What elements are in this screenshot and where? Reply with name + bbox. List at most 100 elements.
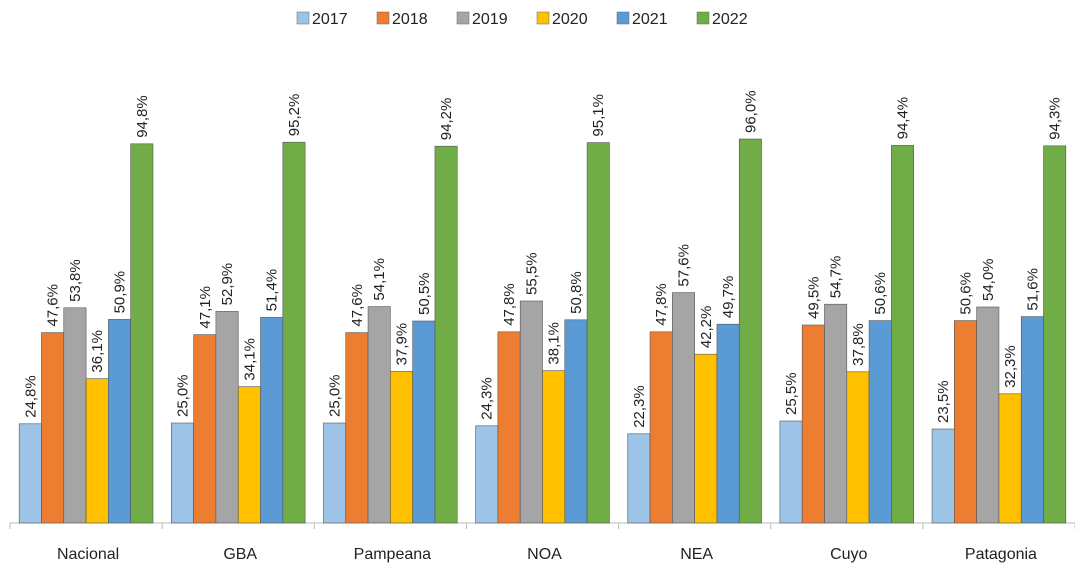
bar <box>41 332 65 524</box>
bar <box>367 306 391 524</box>
bar <box>627 433 651 524</box>
bar <box>738 138 762 524</box>
bar <box>891 145 914 524</box>
value-label: 47,6% <box>349 284 366 327</box>
value-label: 51,6% <box>1024 268 1041 311</box>
bar <box>824 303 848 524</box>
bar <box>323 422 347 524</box>
value-label: 25,0% <box>327 374 344 417</box>
value-label: 94,4% <box>895 97 912 140</box>
value-label: 38,1% <box>546 322 563 365</box>
bar <box>564 319 588 524</box>
bar <box>649 331 673 524</box>
legend-swatch <box>536 11 550 25</box>
legend-swatch <box>456 11 470 25</box>
value-label: 25,0% <box>174 374 191 417</box>
legend-swatch <box>296 11 310 25</box>
bar <box>716 323 740 524</box>
value-label: 54,0% <box>980 258 997 301</box>
legend-label: 2017 <box>312 11 348 28</box>
value-label: 57,6% <box>675 244 692 287</box>
bar <box>412 320 436 524</box>
legend-label: 2019 <box>472 11 508 28</box>
value-label: 47,8% <box>653 283 670 326</box>
legend-swatch <box>696 11 710 25</box>
bar <box>260 317 284 524</box>
bar <box>998 393 1022 524</box>
value-label: 95,1% <box>590 94 607 137</box>
value-label: 24,8% <box>22 375 39 418</box>
value-label: 50,6% <box>957 272 974 315</box>
value-label: 54,7% <box>828 256 845 299</box>
bar <box>345 332 369 524</box>
bar <box>976 306 1000 524</box>
bar <box>1043 145 1067 524</box>
value-label: 49,7% <box>720 276 737 319</box>
value-label: 36,1% <box>89 330 106 373</box>
value-label: 37,9% <box>394 323 411 366</box>
bar <box>497 331 521 524</box>
bar <box>586 142 610 524</box>
bar <box>672 292 695 524</box>
value-label: 55,5% <box>523 252 540 295</box>
bar <box>542 370 566 524</box>
value-label: 52,9% <box>219 263 236 306</box>
value-label: 47,1% <box>197 286 214 329</box>
bar <box>215 311 239 524</box>
value-label: 51,4% <box>264 269 281 312</box>
value-label: 42,2% <box>698 306 715 349</box>
value-label: 47,6% <box>45 284 62 327</box>
value-label: 25,5% <box>783 372 800 415</box>
bar <box>63 307 87 524</box>
bar <box>85 378 109 524</box>
bar <box>931 428 955 524</box>
bar <box>130 143 154 524</box>
legend-swatch <box>616 11 630 25</box>
bar <box>193 334 217 524</box>
bar <box>846 371 870 524</box>
bar <box>282 141 306 524</box>
value-label: 54,1% <box>371 258 388 301</box>
value-label: 22,3% <box>631 385 648 428</box>
value-label: 53,8% <box>67 259 84 302</box>
bar <box>1020 316 1044 524</box>
legend-label: 2018 <box>392 11 428 28</box>
bar <box>434 145 458 524</box>
legend-swatch <box>376 11 390 25</box>
value-label: 23,5% <box>935 380 952 423</box>
bar <box>390 371 413 524</box>
value-label: 50,5% <box>416 272 433 315</box>
x-tick-label: GBA <box>223 546 257 563</box>
bar <box>519 300 543 524</box>
bar <box>801 324 825 524</box>
value-label: 94,8% <box>134 95 151 138</box>
bar <box>108 319 131 524</box>
legend-label: 2022 <box>712 11 748 28</box>
x-tick-label: NOA <box>527 546 562 563</box>
x-tick-label: Patagonia <box>965 546 1037 563</box>
value-label: 96,0% <box>742 90 759 133</box>
bar <box>694 353 718 524</box>
x-tick-label: Pampeana <box>354 546 431 563</box>
value-label: 47,8% <box>501 283 518 326</box>
legend-label: 2021 <box>632 11 668 28</box>
value-label: 24,3% <box>479 377 496 420</box>
value-label: 50,8% <box>568 271 585 314</box>
value-label: 37,8% <box>850 323 867 366</box>
legend-label: 2020 <box>552 11 588 28</box>
value-label: 34,1% <box>241 338 258 381</box>
bar <box>868 320 892 524</box>
value-label: 94,3% <box>1047 97 1064 140</box>
x-tick-label: Cuyo <box>830 546 867 563</box>
value-label: 50,9% <box>112 271 129 314</box>
value-label: 95,2% <box>286 94 303 137</box>
x-tick-label: NEA <box>680 546 713 563</box>
bar <box>237 386 261 524</box>
bar <box>779 420 803 524</box>
x-tick-label: Nacional <box>57 546 119 563</box>
value-label: 49,5% <box>805 276 822 319</box>
bar <box>18 423 42 524</box>
bar <box>954 320 977 524</box>
